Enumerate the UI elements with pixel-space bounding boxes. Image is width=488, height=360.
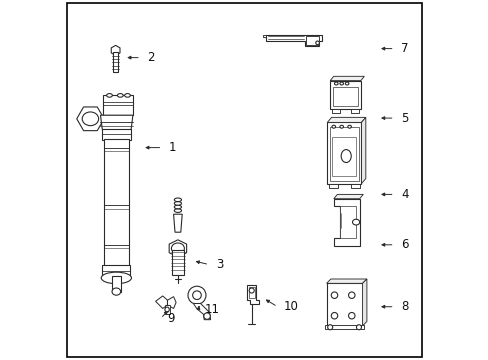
Polygon shape — [247, 285, 258, 304]
Ellipse shape — [331, 125, 335, 128]
Bar — [102, 129, 131, 140]
Polygon shape — [265, 35, 321, 46]
Text: 10: 10 — [284, 300, 298, 313]
Polygon shape — [113, 52, 118, 72]
Polygon shape — [111, 45, 120, 55]
Bar — [328, 184, 337, 188]
Ellipse shape — [348, 312, 354, 319]
Bar — [332, 87, 357, 106]
Ellipse shape — [112, 288, 121, 295]
Polygon shape — [101, 115, 133, 130]
Ellipse shape — [339, 82, 343, 85]
Ellipse shape — [315, 41, 319, 45]
Bar — [329, 81, 360, 109]
Bar — [331, 109, 339, 113]
Bar — [102, 265, 130, 277]
Polygon shape — [361, 117, 365, 184]
Polygon shape — [333, 194, 363, 199]
Bar — [329, 127, 358, 181]
Ellipse shape — [124, 94, 130, 97]
Text: 7: 7 — [400, 42, 408, 55]
Ellipse shape — [101, 272, 131, 284]
Ellipse shape — [348, 292, 354, 298]
Ellipse shape — [334, 82, 337, 85]
Bar — [103, 95, 133, 115]
Bar — [248, 287, 254, 298]
Text: 2: 2 — [147, 51, 155, 64]
Text: 1: 1 — [168, 141, 176, 154]
Ellipse shape — [82, 112, 99, 126]
Polygon shape — [333, 199, 359, 246]
Ellipse shape — [174, 209, 181, 212]
Ellipse shape — [327, 325, 332, 330]
Polygon shape — [326, 279, 366, 283]
Ellipse shape — [345, 82, 348, 85]
Text: 11: 11 — [204, 303, 220, 316]
Ellipse shape — [330, 312, 337, 319]
Bar — [112, 276, 121, 292]
Text: 5: 5 — [400, 112, 407, 125]
Polygon shape — [172, 250, 183, 275]
Ellipse shape — [164, 307, 169, 312]
Ellipse shape — [352, 219, 359, 225]
Bar — [164, 305, 170, 314]
Ellipse shape — [171, 243, 184, 254]
Text: 3: 3 — [215, 258, 223, 271]
Bar — [326, 122, 361, 184]
Ellipse shape — [187, 286, 205, 304]
Polygon shape — [329, 76, 364, 81]
Bar — [104, 139, 128, 266]
Text: 8: 8 — [400, 300, 407, 313]
Bar — [350, 184, 359, 188]
Ellipse shape — [347, 125, 351, 128]
Ellipse shape — [356, 325, 361, 330]
Ellipse shape — [106, 94, 112, 97]
Ellipse shape — [174, 202, 181, 205]
Ellipse shape — [117, 94, 123, 97]
Ellipse shape — [249, 288, 254, 293]
Ellipse shape — [339, 125, 343, 128]
Polygon shape — [193, 303, 210, 320]
Ellipse shape — [192, 291, 201, 300]
Ellipse shape — [174, 198, 181, 202]
Polygon shape — [173, 214, 182, 232]
Polygon shape — [362, 279, 366, 326]
Text: 4: 4 — [400, 188, 408, 201]
Polygon shape — [77, 107, 104, 131]
Polygon shape — [326, 117, 365, 122]
Text: 9: 9 — [167, 312, 174, 325]
Ellipse shape — [341, 150, 350, 163]
Polygon shape — [167, 297, 176, 309]
Text: 6: 6 — [400, 238, 408, 251]
Ellipse shape — [203, 313, 210, 319]
Polygon shape — [262, 35, 265, 37]
Bar — [339, 206, 355, 238]
Polygon shape — [169, 240, 186, 257]
Bar — [350, 109, 358, 113]
Bar — [305, 36, 318, 45]
Polygon shape — [155, 296, 167, 309]
Ellipse shape — [330, 292, 337, 298]
Ellipse shape — [174, 205, 181, 209]
Bar — [332, 137, 356, 176]
Bar — [326, 283, 362, 326]
Bar — [324, 325, 364, 329]
